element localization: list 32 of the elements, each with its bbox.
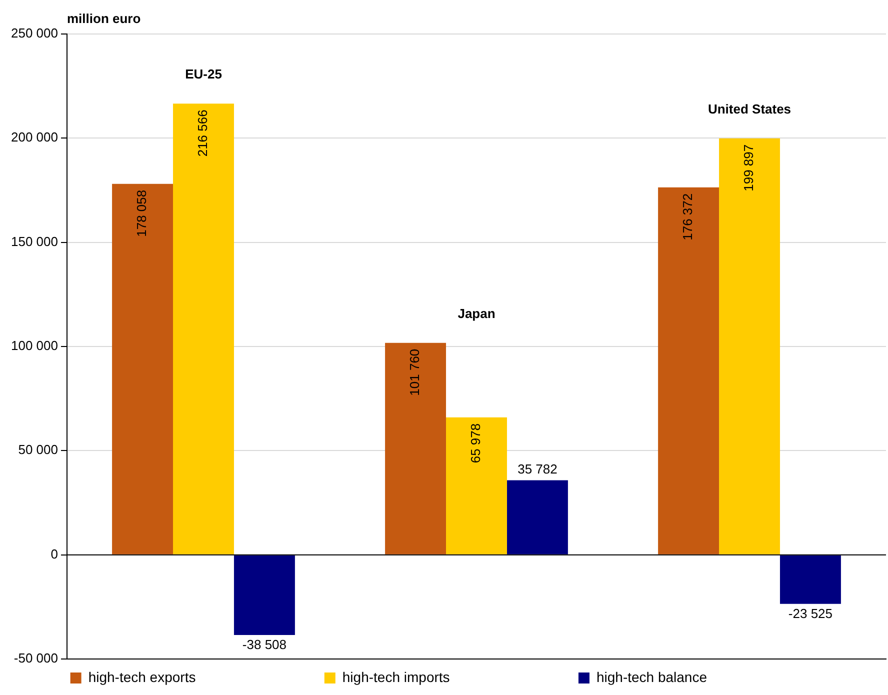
data-label: 176 372 [680, 193, 696, 240]
data-label: 35 782 [518, 461, 558, 476]
y-tick-label: 50 000 [18, 442, 58, 458]
y-tick-label: 100 000 [10, 338, 58, 354]
y-tick-label: 250 000 [10, 26, 58, 41]
data-label: 101 760 [407, 348, 422, 396]
data-label: 65 978 [468, 423, 484, 464]
bar [446, 417, 507, 554]
legend-label: high-tech imports [342, 668, 566, 685]
x-tick-label: United States [708, 101, 792, 116]
x-tick-label: EU-25 [185, 66, 222, 82]
data-label: -38 508 [242, 637, 287, 652]
bar [234, 555, 295, 636]
legend-label: high-tech balance [596, 668, 824, 685]
bar [385, 342, 446, 554]
x-tick-label: Japan [458, 306, 496, 321]
y-tick-label: 150 000 [10, 234, 58, 249]
data-label: -23 525 [788, 606, 833, 621]
y-tick-label: 0 [50, 546, 58, 562]
bar [658, 187, 720, 554]
bar [719, 138, 780, 554]
data-label: 216 566 [195, 110, 210, 157]
bar [506, 480, 568, 554]
y-tick-label: 200 000 [10, 130, 58, 145]
data-label: 199 897 [741, 144, 756, 192]
data-label: 178 058 [134, 190, 150, 237]
bar [780, 555, 841, 604]
y-tick-label: -50 000 [14, 650, 58, 666]
bar [112, 184, 174, 554]
legend-label: high-tech exports [88, 668, 312, 685]
bar [173, 104, 234, 554]
y-axis-title: million euro [66, 11, 141, 26]
